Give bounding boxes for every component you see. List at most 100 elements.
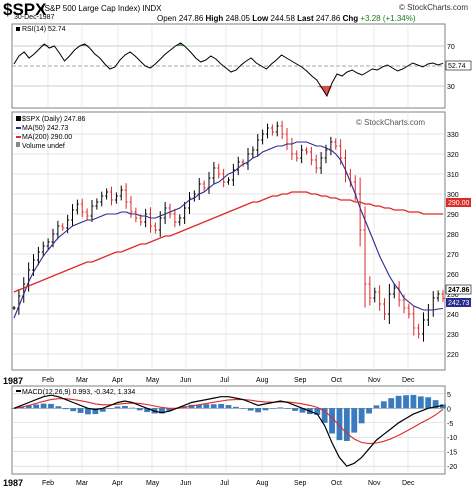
month-tick-label: Jul bbox=[220, 377, 229, 384]
ma200-line bbox=[13, 191, 443, 293]
macd-hist-bar bbox=[292, 408, 298, 411]
price-month-axis: Feb Mar Apr May Jun Jul Aug Sep Oct Nov Dec bbox=[42, 377, 415, 384]
month-tick-label: Oct bbox=[331, 480, 342, 487]
month-tick-label: Jun bbox=[180, 377, 191, 384]
stockcharts-brand[interactable]: © StockCharts.com bbox=[398, 3, 468, 12]
last-value: 247.86 bbox=[315, 14, 341, 23]
macd-hist-bar bbox=[440, 404, 446, 409]
spx-legend-swatch bbox=[16, 116, 21, 121]
price-frame bbox=[11, 111, 446, 371]
macd-hist-bar bbox=[329, 408, 335, 434]
macd-line bbox=[13, 394, 444, 467]
month-tick-label: Sep bbox=[294, 480, 307, 487]
macd-signal-line bbox=[13, 398, 444, 445]
macd-hist-bar bbox=[395, 395, 402, 409]
macd-hist-bar bbox=[225, 405, 232, 409]
chg-label: Chg bbox=[342, 14, 359, 23]
rsi-tick-label: 70 bbox=[447, 44, 455, 51]
month-tick-label: Dec bbox=[402, 377, 415, 384]
macd-hist-bar bbox=[136, 408, 143, 411]
symbol-label: $SPX bbox=[3, 0, 47, 19]
volume-legend: Volume undef bbox=[22, 143, 65, 150]
price-tick-label: 230 bbox=[447, 332, 459, 339]
price-tick-label: 260 bbox=[447, 272, 459, 279]
macd-tick-label: -20 bbox=[447, 464, 457, 471]
macd-hist-bar bbox=[196, 404, 202, 409]
price-bars bbox=[12, 120, 445, 342]
price-tick-labels: 220 230 240 250 260 270 280 290 300 310 320 330 bbox=[447, 132, 459, 359]
macd-hist-bar bbox=[122, 405, 128, 409]
month-tick-label: Feb bbox=[42, 480, 54, 487]
ma50-line bbox=[13, 141, 444, 319]
macd-tick-label: -5 bbox=[447, 421, 453, 428]
month-tick-label: Nov bbox=[368, 377, 381, 384]
macd-hist-bar bbox=[366, 408, 372, 414]
macd-hist-bar bbox=[114, 406, 121, 409]
macd-legend: MACD(12,26,9) 0.993, -0.342, 1.334 bbox=[22, 389, 135, 396]
macd-hist-bar bbox=[232, 406, 239, 409]
month-tick-label: May bbox=[146, 377, 160, 384]
macd-hist-bar bbox=[62, 408, 69, 410]
macd-hist-bar bbox=[373, 405, 380, 409]
price-tick-label: 240 bbox=[447, 312, 459, 319]
price-grid bbox=[12, 112, 445, 370]
month-tick-label: Feb bbox=[42, 377, 54, 384]
macd-hist-bar bbox=[159, 408, 165, 414]
macd-tick-label: 0 bbox=[447, 406, 451, 413]
open-value: 247.86 bbox=[178, 14, 204, 23]
macd-hist-bar bbox=[314, 408, 321, 415]
macd-hist-bar bbox=[99, 408, 106, 412]
ma50-price-tag-text: 242.73 bbox=[448, 300, 470, 307]
macd-hist-bar bbox=[321, 408, 328, 423]
macd-hist-bar bbox=[336, 408, 343, 441]
high-value: 248.05 bbox=[225, 14, 250, 23]
month-tick-label: Jun bbox=[180, 480, 191, 487]
macd-hist-bar bbox=[218, 403, 225, 409]
macd-hist-bar bbox=[269, 408, 276, 409]
ma200-price-tag-text: 290.00 bbox=[448, 200, 470, 207]
macd-hist-bar bbox=[11, 408, 17, 409]
macd-hist-bar bbox=[40, 403, 47, 409]
index-full-name: (S&P 500 Large Cap Index) bbox=[42, 4, 141, 13]
macd-hist-bar bbox=[55, 406, 62, 409]
month-tick-label: Nov bbox=[368, 480, 381, 487]
month-tick-label: Oct bbox=[331, 377, 342, 384]
macd-hist-bar bbox=[70, 408, 77, 412]
macd-hist-bar bbox=[85, 408, 91, 415]
macd-hist-bar bbox=[77, 408, 84, 413]
last-label: Last bbox=[297, 14, 314, 23]
price-tick-label: 320 bbox=[447, 152, 459, 159]
macd-hist-bar bbox=[33, 404, 40, 409]
macd-hist-bar bbox=[247, 408, 254, 411]
macd-hist-bar bbox=[25, 405, 32, 409]
macd-hist-bar bbox=[166, 408, 173, 412]
low-value: 244.58 bbox=[270, 14, 295, 23]
price-year-label: 1987 bbox=[3, 376, 23, 386]
macd-hist-bar bbox=[262, 408, 269, 411]
watermark: © StockCharts.com bbox=[356, 118, 425, 127]
rsi-legend-swatch bbox=[16, 27, 20, 31]
macd-hist-bar bbox=[380, 401, 387, 409]
macd-frame bbox=[11, 385, 446, 475]
month-tick-label: Jul bbox=[220, 480, 229, 487]
macd-hist-bar bbox=[255, 408, 261, 413]
rsi-series-line bbox=[13, 42, 444, 98]
price-legend: $SPX (Daily) 247.86 MA(50) 242.73 MA(200… bbox=[16, 116, 86, 150]
macd-hist-bar bbox=[299, 408, 306, 413]
macd-hist-bar bbox=[107, 408, 114, 409]
macd-panel: -20 -15 -10 -5 0 5 MACD(12,26,9) 0.993, -0.34… bbox=[11, 385, 457, 475]
last-price-tag-text: 247.86 bbox=[448, 287, 470, 294]
month-tick-label: Apr bbox=[112, 480, 124, 487]
macd-hist-bar bbox=[432, 400, 439, 409]
ma50-legend: MA(50) 242.73 bbox=[22, 125, 68, 132]
macd-hist-bar bbox=[48, 403, 54, 409]
macd-hist-bar bbox=[403, 395, 409, 409]
volume-legend-swatch bbox=[16, 142, 20, 147]
price-tick-label: 330 bbox=[447, 132, 459, 139]
high-label: High bbox=[205, 14, 224, 23]
macd-hist-bar bbox=[92, 408, 99, 415]
spx-legend: $SPX (Daily) 247.86 bbox=[22, 116, 86, 123]
price-tick-label: 290 bbox=[447, 212, 459, 219]
month-tick-label: Mar bbox=[76, 377, 89, 384]
